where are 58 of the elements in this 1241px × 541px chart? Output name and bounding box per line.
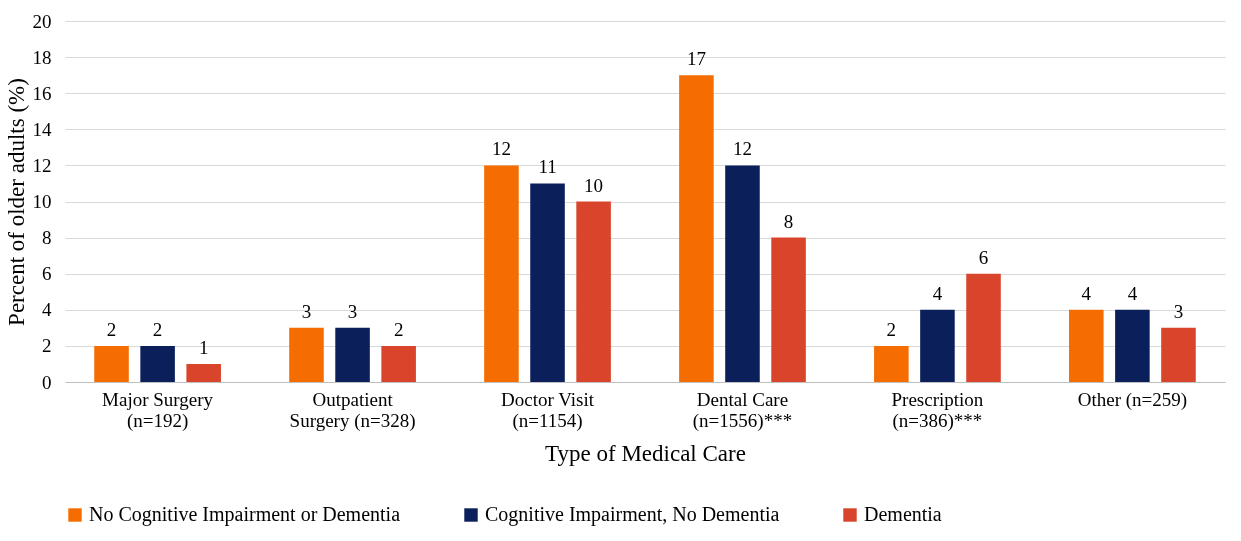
data-label: 10 <box>584 174 604 196</box>
data-label: 12 <box>491 138 511 160</box>
data-label: 6 <box>978 246 989 268</box>
legend-label: Dementia <box>864 503 942 525</box>
bar <box>1161 327 1196 382</box>
bar <box>289 327 324 382</box>
bar <box>1115 309 1150 382</box>
y-tick-label: 16 <box>32 82 52 104</box>
data-label: 8 <box>783 210 794 232</box>
bar <box>725 165 760 382</box>
y-tick-label: 10 <box>32 191 52 212</box>
bar <box>576 201 611 382</box>
y-tick-label: 18 <box>32 46 52 68</box>
bar <box>484 165 519 382</box>
data-label: 2 <box>393 318 404 340</box>
data-label: 2 <box>152 318 163 340</box>
y-tick-label: 14 <box>32 118 52 140</box>
data-label: 1 <box>198 336 209 358</box>
bar <box>920 309 955 382</box>
x-tick-label: Prescription (n=386)*** <box>891 388 984 432</box>
data-label: 2 <box>886 318 897 340</box>
x-tick-label: Dental Care (n=1556)*** <box>692 388 793 432</box>
bar <box>335 327 370 382</box>
y-tick-label: 20 <box>32 10 52 32</box>
bar <box>874 345 909 382</box>
data-label: 3 <box>1173 300 1184 322</box>
x-tick-label: Outpatient Surgery (n=328) <box>289 388 416 432</box>
bar <box>186 363 221 382</box>
bar <box>679 75 714 382</box>
bar <box>1069 309 1104 382</box>
data-label: 4 <box>932 282 943 304</box>
bar <box>94 345 129 382</box>
y-tick-label: 0 <box>42 371 52 393</box>
data-label: 12 <box>732 138 752 160</box>
bar <box>771 237 806 382</box>
legend-label: Cognitive Impairment, No Dementia <box>485 503 780 526</box>
legend-label: No Cognitive Impairment or Dementia <box>89 503 401 526</box>
data-label: 2 <box>106 318 117 340</box>
bar <box>966 273 1001 382</box>
data-label: 11 <box>538 156 557 178</box>
y-tick-label: 8 <box>42 227 52 249</box>
data-label: 17 <box>686 48 706 70</box>
x-tick-label: Major Surgery (n=192) <box>102 388 214 432</box>
data-label: 3 <box>347 300 358 322</box>
data-label: 3 <box>301 300 312 322</box>
x-tick-label: Other (n=259) <box>1077 388 1188 411</box>
x-tick-label: Doctor Visit (n=1154) <box>501 388 595 432</box>
bar <box>140 345 175 382</box>
y-tick-label: 6 <box>42 263 52 285</box>
data-label: 4 <box>1081 282 1092 304</box>
y-tick-label: 4 <box>42 299 52 321</box>
y-axis-title: Percent of older adults (%) <box>3 78 29 326</box>
y-tick-label: 2 <box>42 335 52 357</box>
bar <box>530 183 565 382</box>
data-label: 4 <box>1127 282 1138 304</box>
bar <box>381 345 416 382</box>
y-tick-label: 12 <box>32 154 52 176</box>
x-axis-title: Type of Medical Care <box>545 440 746 466</box>
